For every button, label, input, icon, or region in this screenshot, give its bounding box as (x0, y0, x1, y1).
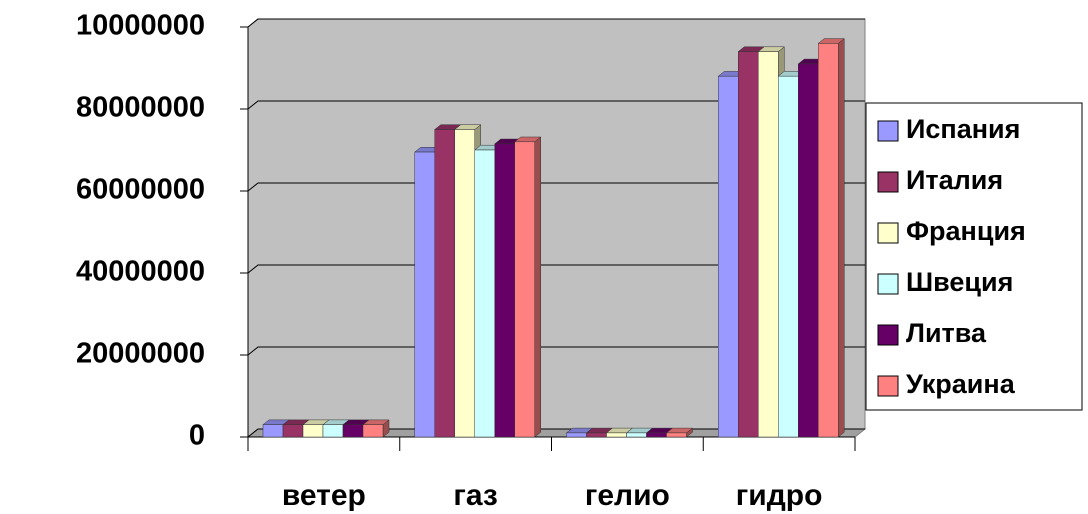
bar-side (534, 136, 541, 438)
grid-line (247, 346, 865, 356)
legend-label: Швеция (906, 267, 1013, 297)
grid-line (247, 264, 865, 274)
bar (586, 432, 607, 438)
bar-side (838, 38, 845, 438)
bar (646, 432, 667, 438)
x-tick-label: ветер (282, 479, 366, 512)
bar (434, 129, 455, 438)
bar (262, 424, 284, 438)
bar (738, 51, 759, 438)
legend-box (865, 102, 1083, 411)
bar (626, 432, 647, 438)
y-tick-label: 10000000 (76, 10, 205, 42)
y-tick-label: 80000000 (76, 92, 205, 124)
y-tick-label: 20000000 (76, 338, 205, 370)
legend-swatch (877, 324, 899, 346)
bar (414, 151, 435, 438)
legend-label: Франция (906, 216, 1026, 246)
bar (454, 129, 475, 438)
x-tick-label: газ (453, 479, 497, 512)
bar (566, 432, 587, 438)
y-tick-label: 0 (189, 420, 205, 452)
bar (758, 51, 779, 438)
bar (514, 141, 535, 438)
bar (302, 424, 324, 438)
bar (322, 424, 344, 438)
bar (362, 424, 384, 438)
bar (666, 432, 687, 438)
y-tick-label: 60000000 (76, 174, 205, 206)
grid-line (247, 100, 865, 110)
bar (798, 63, 819, 438)
bar (718, 75, 739, 438)
bar (494, 143, 515, 438)
bar (778, 75, 799, 438)
legend-swatch (877, 273, 899, 295)
legend-label: Испания (906, 114, 1020, 144)
legend-label: Италия (906, 165, 1003, 195)
grid-line (247, 182, 865, 192)
bar (606, 432, 627, 438)
legend-swatch (877, 120, 899, 142)
bar (342, 424, 364, 438)
legend-label: Литва (906, 318, 987, 348)
legend-swatch (877, 375, 899, 397)
legend-swatch (877, 222, 899, 244)
bar (282, 424, 304, 438)
legend-label: Украина (906, 369, 1016, 399)
x-tick-label: гелио (585, 479, 670, 512)
legend-swatch (877, 171, 899, 193)
bar (474, 149, 495, 438)
bar (818, 43, 839, 438)
x-tick-label: гидро (736, 479, 823, 512)
y-tick-label: 40000000 (76, 256, 205, 288)
grid-line (247, 18, 865, 28)
